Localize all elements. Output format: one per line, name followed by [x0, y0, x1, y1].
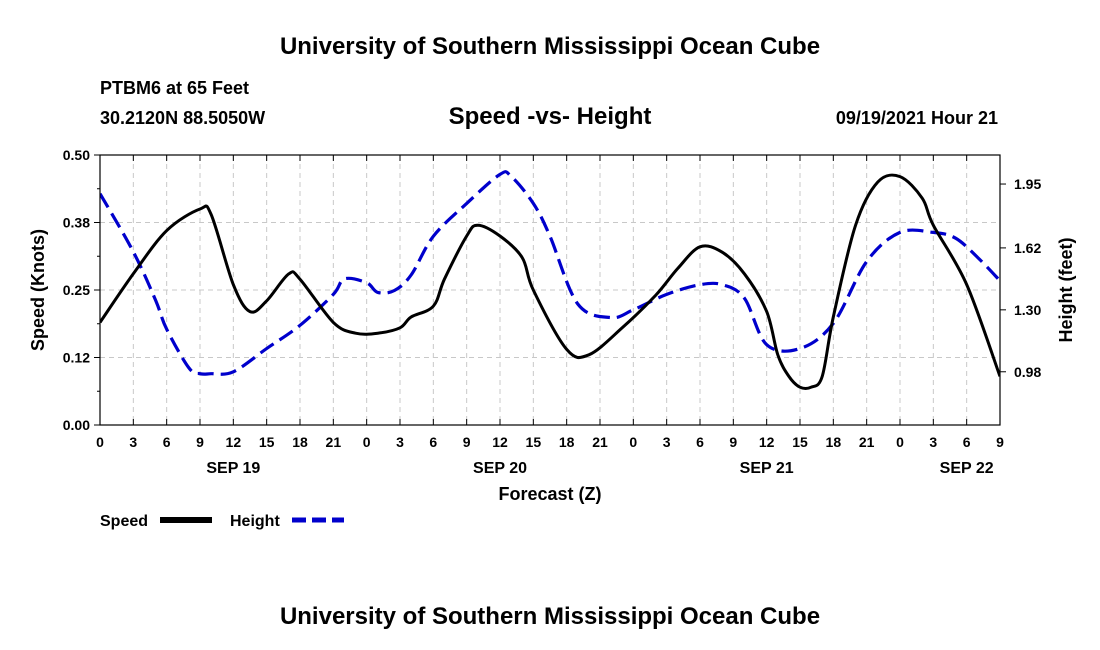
plot-frame [99, 154, 1001, 426]
x-tick-label: 6 [696, 434, 704, 450]
x-tick-label: 9 [196, 434, 204, 450]
x-tick-label: 3 [929, 434, 937, 450]
y2-axis-label: Height (feet) [1056, 238, 1076, 343]
series-lines [100, 170, 1000, 391]
x-date-label: SEP 21 [740, 460, 794, 477]
y-axis-label: Speed (Knots) [28, 229, 48, 351]
axis-labels: 0 3 6 9 12 15 18 21 0 3 6 9 12 15 18 21 0 3 6 9 12 15 18 21 0 3 6 9… [63, 147, 1042, 477]
x-tick-label: 6 [163, 434, 171, 450]
x-tick-label: 12 [226, 434, 242, 450]
station-label: PTBM6 at 65 Feet [100, 78, 249, 98]
datetime-label: 09/19/2021 Hour 21 [836, 108, 998, 128]
y-tick-label: 0.38 [63, 215, 90, 231]
y-tick-label: 0.25 [63, 282, 90, 298]
coords-label: 30.2120N 88.5050W [100, 108, 265, 128]
legend-speed-label: Speed [100, 513, 148, 530]
title-top: University of Southern Mississippi Ocean… [280, 33, 820, 60]
x-tick-label: 0 [896, 434, 904, 450]
y2-tick-label: 1.95 [1014, 176, 1041, 192]
x-tick-label: 18 [826, 434, 842, 450]
x-tick-label: 0 [96, 434, 104, 450]
x-date-label: SEP 22 [940, 460, 994, 477]
y-tick-label: 0.50 [63, 147, 90, 163]
x-date-label: SEP 19 [206, 460, 260, 477]
x-tick-label: 15 [792, 434, 808, 450]
x-tick-label: 15 [259, 434, 275, 450]
x-tick-label: 9 [463, 434, 471, 450]
y-tick-label: 0.00 [63, 417, 90, 433]
x-tick-label: 0 [363, 434, 371, 450]
x-tick-label: 3 [663, 434, 671, 450]
x-tick-label: 0 [629, 434, 637, 450]
x-axis-label: Forecast (Z) [498, 484, 601, 504]
x-tick-label: 3 [129, 434, 137, 450]
y-tick-label: 0.12 [63, 350, 90, 366]
title-bottom: University of Southern Mississippi Ocean… [280, 603, 820, 630]
x-tick-label: 9 [729, 434, 737, 450]
x-tick-label: 21 [592, 434, 608, 450]
y2-tick-label: 0.98 [1014, 364, 1041, 380]
y2-tick-label: 1.62 [1014, 240, 1041, 256]
x-tick-label: 21 [326, 434, 342, 450]
x-tick-label: 12 [492, 434, 508, 450]
x-tick-label: 3 [396, 434, 404, 450]
x-tick-label: 6 [963, 434, 971, 450]
x-tick-label: 12 [759, 434, 775, 450]
x-tick-label: 18 [559, 434, 575, 450]
x-tick-label: 18 [292, 434, 308, 450]
x-tick-label: 6 [429, 434, 437, 450]
x-tick-label: 9 [996, 434, 1004, 450]
axes [94, 154, 1006, 426]
x-date-label: SEP 20 [473, 460, 527, 477]
legend-height-label: Height [230, 513, 280, 530]
speed-series-line [100, 173, 1000, 391]
x-tick-label: 21 [859, 434, 875, 450]
x-tick-label: 15 [526, 434, 542, 450]
y2-tick-label: 1.30 [1014, 302, 1041, 318]
chart-title: Speed -vs- Height [449, 103, 652, 130]
